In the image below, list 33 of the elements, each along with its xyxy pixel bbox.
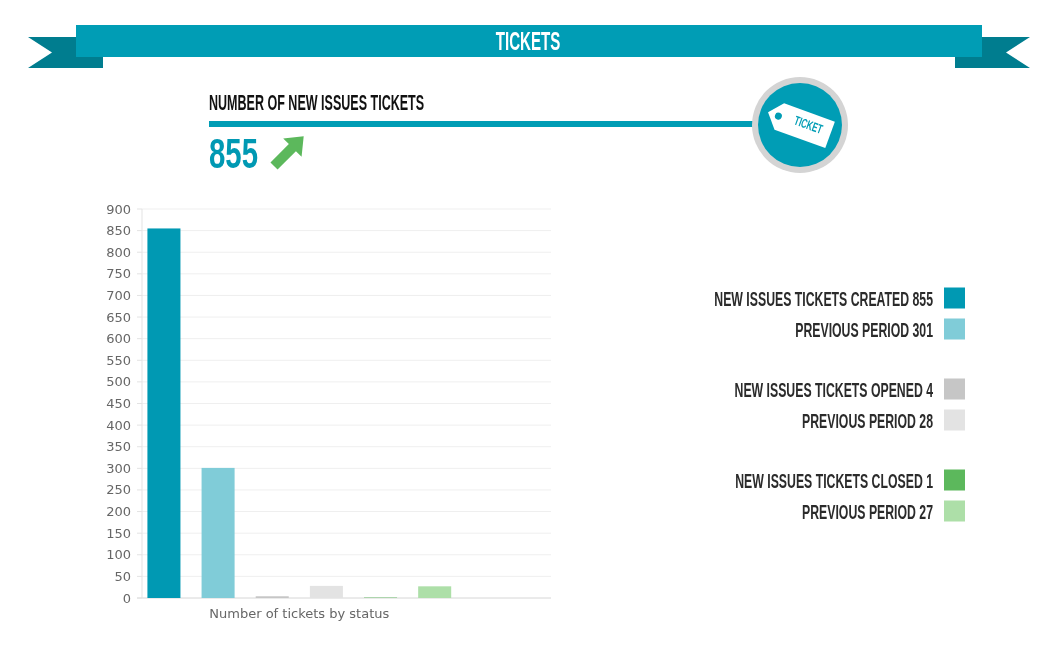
- y-tick-label: 350: [106, 439, 131, 455]
- x-tick-label: Number of tickets by status: [209, 606, 390, 621]
- legend-label: NEW ISSUES TICKETS CLOSED 1: [735, 467, 934, 493]
- text: TICKET: [792, 112, 826, 137]
- y-tick-label: 250: [106, 482, 131, 498]
- y-tick-label: 650: [106, 309, 131, 325]
- y-tick-label: 800: [106, 244, 131, 260]
- y-tick-label: 150: [106, 525, 131, 541]
- bar: [147, 228, 181, 598]
- y-tick-label: 200: [106, 504, 131, 520]
- chart-subtitle: NUMBER OF NEW ISSUES TICKETS: [209, 90, 425, 115]
- y-tick-label: 500: [106, 374, 131, 390]
- y-tick-label: 0: [122, 590, 131, 606]
- legend-label: PREVIOUS PERIOD 27: [802, 498, 933, 524]
- chart-title: TICKETS: [495, 26, 561, 57]
- legend-label: NEW ISSUES TICKETS OPENED 4: [734, 376, 934, 402]
- y-tick-label: 700: [106, 287, 131, 303]
- y-tick-label: 100: [106, 547, 131, 563]
- y-tick-label: 550: [106, 352, 131, 368]
- y-tick-label: 50: [114, 568, 131, 584]
- text: 855: [209, 129, 259, 178]
- y-tick-label: 600: [106, 331, 131, 347]
- legend-label: PREVIOUS PERIOD 28: [802, 407, 934, 433]
- y-tick-label: 900: [106, 201, 131, 217]
- bar: [201, 467, 235, 598]
- legend-label: PREVIOUS PERIOD 301: [795, 316, 934, 342]
- y-tick-label: 750: [106, 266, 131, 282]
- y-tick-label: 450: [106, 396, 131, 412]
- y-tick-label: 850: [106, 223, 131, 239]
- bar: [418, 586, 452, 598]
- y-tick-label: 300: [106, 460, 131, 476]
- legend-label: NEW ISSUES TICKETS CREATED 855: [714, 285, 934, 311]
- y-tick-label: 400: [106, 417, 131, 433]
